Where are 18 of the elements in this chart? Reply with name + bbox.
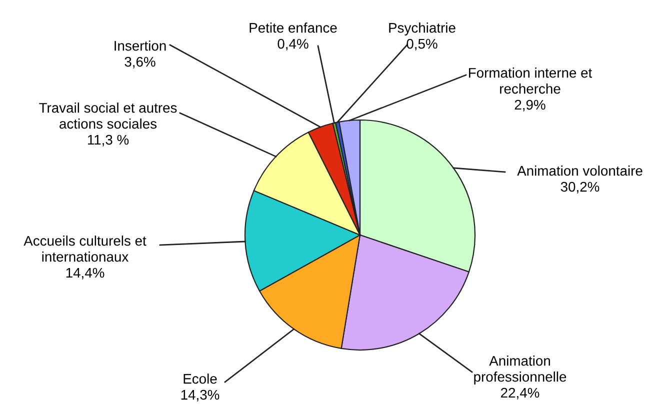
- data-label: 14,4%: [66, 268, 104, 280]
- slice-label: Animation volontaire: [517, 166, 642, 176]
- slice-label: Petite enfance: [250, 22, 337, 33]
- slice-label: Travail social et autres actions sociales: [39, 102, 177, 129]
- slice-label: Psychiatrie: [389, 22, 456, 36]
- data-label: 11,3 %: [88, 134, 129, 146]
- slice-label: Insertion: [114, 40, 166, 51]
- slice-label: Formation interne et recherche: [469, 68, 592, 94]
- data-label: 14,3%: [181, 390, 220, 402]
- slice-label: Ecole: [184, 374, 217, 384]
- data-label: 2,9%: [514, 100, 546, 112]
- data-label: 3,6%: [124, 56, 156, 68]
- slice-label: Animation professionnelle: [474, 356, 566, 384]
- slice-label: Accueils culturels et internationaux: [24, 236, 146, 262]
- data-label: 30,2%: [560, 182, 600, 194]
- data-label: 0,4%: [278, 38, 308, 50]
- data-label: 0,5%: [406, 38, 438, 50]
- data-label: 22,4%: [501, 388, 540, 400]
